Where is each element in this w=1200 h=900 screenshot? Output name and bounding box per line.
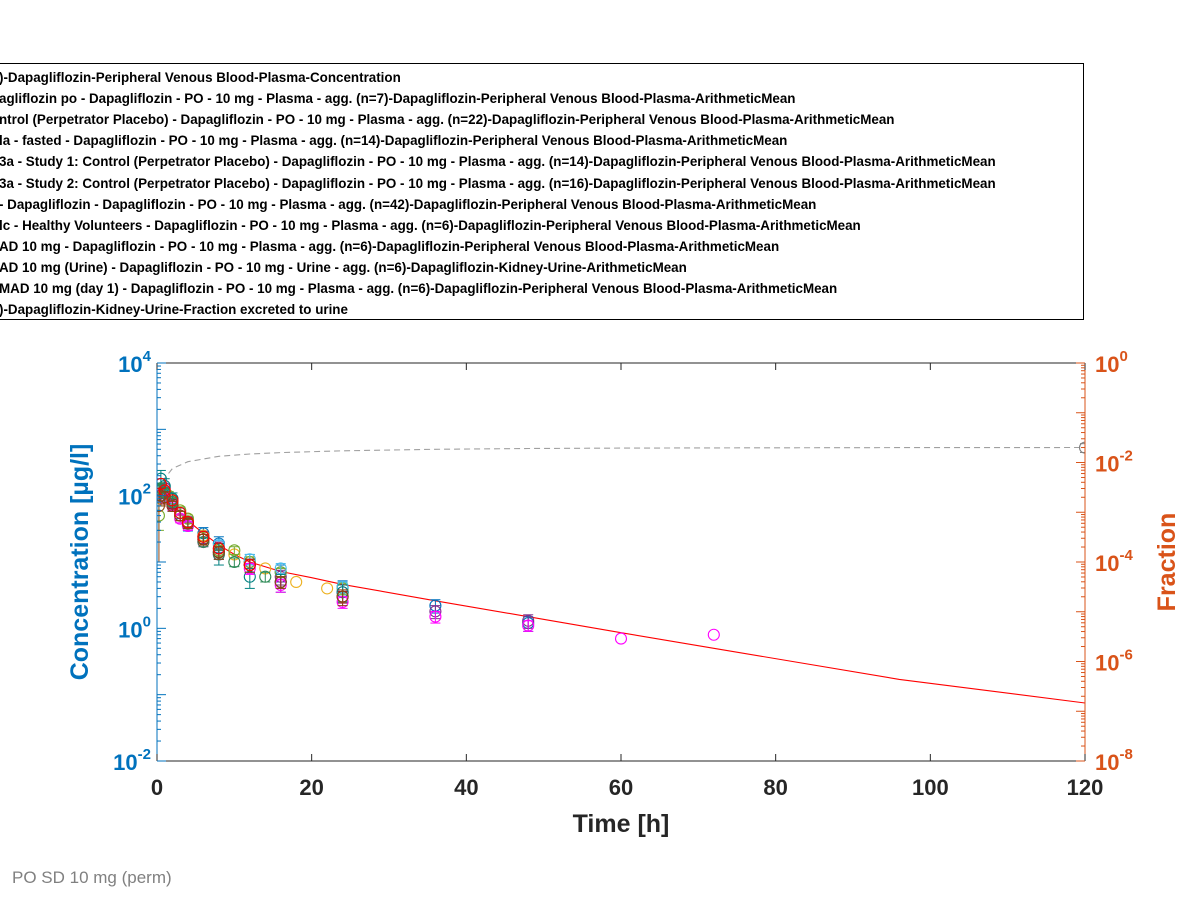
data-point xyxy=(274,575,287,589)
legend-entry: AD 10 mg (Urine) - Dapagliflozin - PO - … xyxy=(0,259,687,275)
right-y-tick-label: 10-2 xyxy=(1095,448,1133,477)
legend-entry: )-Dapagliflozin-Peripheral Venous Blood-… xyxy=(0,70,401,85)
x-tick-label: 80 xyxy=(763,775,787,800)
data-point xyxy=(212,542,225,555)
data-point xyxy=(614,632,628,645)
right-y-tick-label: 10-8 xyxy=(1095,746,1133,775)
data-point xyxy=(181,516,194,529)
data-layer xyxy=(157,441,1085,704)
x-tick-label: 60 xyxy=(609,775,633,800)
data-point xyxy=(259,570,272,583)
data-point xyxy=(1078,441,1085,454)
data-point xyxy=(166,499,179,512)
legend-entry: AD 10 mg - Dapagliflozin - PO - 10 mg - … xyxy=(0,238,780,254)
data-point xyxy=(228,544,241,557)
data-point xyxy=(157,477,167,491)
right-y-tick-label: 10-4 xyxy=(1095,547,1133,576)
fraction-simulation-line xyxy=(160,446,1085,492)
data-point xyxy=(212,546,225,559)
x-tick-label: 120 xyxy=(1067,775,1104,800)
left-y-tick-label: 104 xyxy=(118,348,151,377)
data-point xyxy=(321,582,334,595)
y-axis-label: Concentration [µg/l] xyxy=(66,444,94,681)
legend-entry: - Dapagliflozin - Dapagliflozin - PO - 1… xyxy=(0,196,817,212)
footnote: PO SD 10 mg (perm) xyxy=(12,868,172,887)
right-y-tick-label: 10-6 xyxy=(1095,647,1133,676)
x-axis-label: Time [h] xyxy=(573,810,670,838)
legend-entry: 3a - Study 2: Control (Perpetrator Place… xyxy=(0,175,996,191)
data-point xyxy=(158,491,171,504)
x-tick-label: 40 xyxy=(454,775,478,800)
data-point xyxy=(522,619,535,632)
legend-entry: 3a - Study 1: Control (Perpetrator Place… xyxy=(0,154,996,170)
data-point xyxy=(166,494,179,507)
data-point xyxy=(429,610,442,623)
x-tick-label: 20 xyxy=(299,775,323,800)
data-point xyxy=(336,590,349,603)
data-point xyxy=(197,530,210,543)
left-y-tick-label: 100 xyxy=(118,613,151,642)
legend-entry: lc - Healthy Volunteers - Dapagliflozin … xyxy=(0,217,861,233)
x-tick-label: 100 xyxy=(912,775,949,800)
left-y-tick-label: 10-2 xyxy=(113,746,151,775)
y2-axis-label: Fraction xyxy=(1153,513,1181,612)
data-point xyxy=(174,506,187,519)
data-point xyxy=(290,575,303,589)
plot-area xyxy=(157,363,1085,761)
data-point xyxy=(228,555,241,569)
data-point xyxy=(707,628,720,641)
chart-legend: )-Dapagliflozin-Peripheral Venous Blood-… xyxy=(0,63,1084,320)
data-point xyxy=(243,558,256,572)
legend-entry: ntrol (Perpetrator Placebo) - Dapagliflo… xyxy=(0,112,895,128)
legend-entry: MAD 10 mg (day 1) - Dapagliflozin - PO -… xyxy=(0,281,838,296)
legend-entry: la - fasted - Dapagliflozin - PO - 10 mg… xyxy=(0,133,788,149)
right-y-tick-label: 100 xyxy=(1095,348,1128,377)
x-tick-label: 0 xyxy=(151,775,163,800)
legend-entry: )-Dapagliflozin-Kidney-Urine-Fraction ex… xyxy=(0,302,348,318)
legend-entry: agliflozin po - Dapagliflozin - PO - 10 … xyxy=(0,91,796,107)
data-point xyxy=(174,509,187,522)
left-y-tick-label: 102 xyxy=(118,481,151,510)
